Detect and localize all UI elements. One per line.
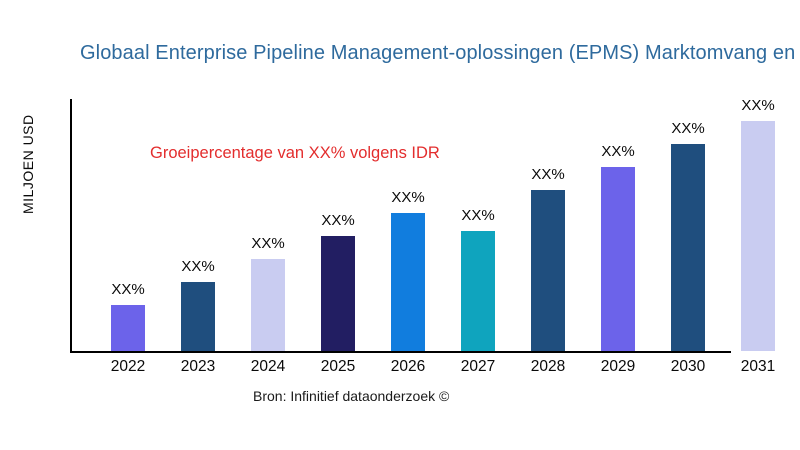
y-axis-line [70, 99, 72, 353]
chart-title: Globaal Enterprise Pipeline Management-o… [80, 42, 796, 64]
x-tick-label-2029: 2029 [600, 358, 636, 375]
bar-value-label-2031: XX% [741, 97, 775, 114]
bar-2027 [461, 231, 495, 351]
bar-2029 [601, 167, 635, 351]
bar-2031 [741, 121, 775, 351]
source-note: Bron: Infinitief dataonderzoek © [253, 388, 450, 404]
x-tick-label-2028: 2028 [530, 358, 566, 375]
bar-value-label-2027: XX% [461, 207, 495, 224]
bar-value-label-2025: XX% [321, 212, 355, 229]
x-axis-line [70, 351, 731, 353]
bar-value-label-2022: XX% [111, 281, 145, 298]
x-tick-label-2026: 2026 [390, 358, 426, 375]
x-tick-label-2023: 2023 [180, 358, 216, 375]
x-tick-label-2025: 2025 [320, 358, 356, 375]
bar-value-label-2029: XX% [601, 143, 635, 160]
x-tick-label-2024: 2024 [250, 358, 286, 375]
bar-value-label-2023: XX% [181, 258, 215, 275]
growth-annotation: Groeipercentage van XX% volgens IDR [150, 144, 440, 162]
bar-2022 [111, 305, 145, 351]
bar-value-label-2028: XX% [531, 166, 565, 183]
bar-2024 [251, 259, 285, 351]
bar-value-label-2026: XX% [391, 189, 425, 206]
bar-2028 [531, 190, 565, 351]
x-tick-label-2022: 2022 [110, 358, 146, 375]
x-tick-label-2030: 2030 [670, 358, 706, 375]
x-tick-label-2031: 2031 [740, 358, 776, 375]
bar-value-label-2030: XX% [671, 120, 705, 137]
bar-2023 [181, 282, 215, 351]
bar-2025 [321, 236, 355, 351]
bar-value-label-2024: XX% [251, 235, 285, 252]
x-tick-label-2027: 2027 [460, 358, 496, 375]
y-axis-label: MILJOEN USD [20, 114, 36, 214]
bar-2030 [671, 144, 705, 351]
bar-2026 [391, 213, 425, 351]
